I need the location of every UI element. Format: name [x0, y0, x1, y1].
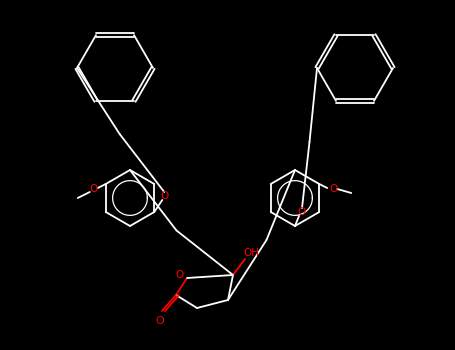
Text: O: O [175, 270, 183, 280]
Text: O: O [160, 191, 168, 201]
Text: OH: OH [243, 248, 259, 258]
Text: O: O [298, 207, 306, 217]
Text: O: O [90, 184, 98, 194]
Text: O: O [156, 316, 164, 326]
Text: O: O [329, 184, 337, 194]
